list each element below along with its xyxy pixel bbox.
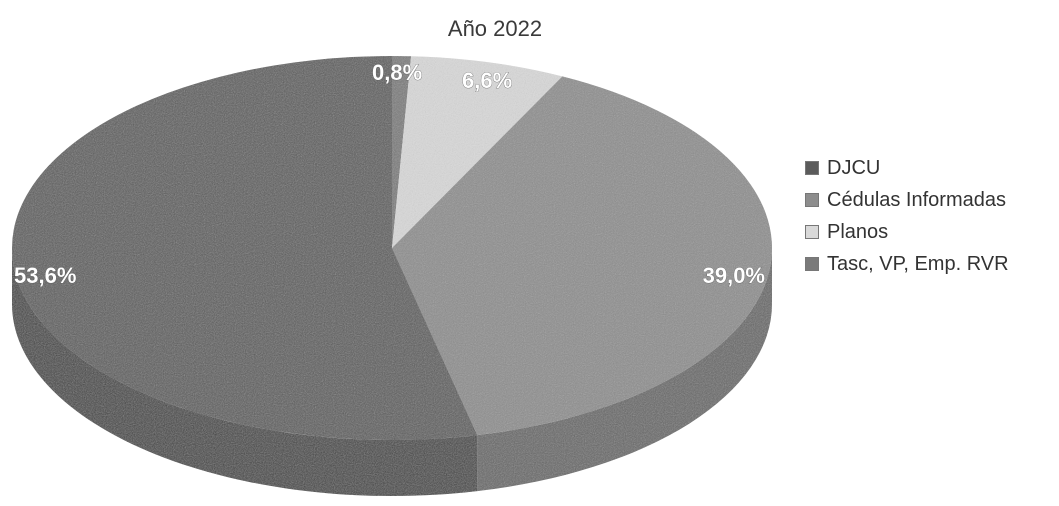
legend-label-planos: Planos (827, 220, 889, 243)
pie-side-djcu (12, 248, 478, 497)
pie-slice-tasc-vp-emp-rvr (392, 56, 412, 248)
pie-slice-planos (392, 56, 563, 248)
data-label-djcu: 53,6% (14, 263, 76, 288)
legend-swatch-tasc-vp-emp-rvr (805, 257, 819, 271)
data-label-planos: 6,6% (462, 68, 512, 93)
legend-item-tasc-vp-emp-rvr: Tasc, VP, Emp. RVR (805, 248, 1055, 280)
legend-item-planos: Planos (805, 216, 1055, 248)
legend-swatch-cedulas-informadas (805, 193, 819, 207)
legend-item-djcu: DJCU (805, 152, 1055, 184)
legend-swatch-djcu (805, 161, 819, 175)
data-label-cedulas-informadas: 39,0% (703, 263, 765, 288)
legend-swatch-planos (805, 225, 819, 239)
legend-label-tasc-vp-emp-rvr: Tasc, VP, Emp. RVR (827, 252, 1009, 275)
legend-item-cedulas-informadas: Cédulas Informadas (805, 184, 1055, 216)
pie-slice-djcu (12, 56, 478, 440)
pie-slice-cedulas-informadas (392, 76, 773, 436)
chart-legend: DJCU Cédulas Informadas Planos Tasc, VP,… (805, 152, 1055, 280)
pie-side-cedulas-informadas (477, 248, 772, 492)
chart-title: Año 2022 (447, 16, 543, 41)
data-label-tasc-vp-emp-rvr: 0,8% (372, 60, 422, 85)
legend-label-djcu: DJCU (827, 156, 881, 179)
legend-label-cedulas-informadas: Cédulas Informadas (827, 188, 1006, 211)
